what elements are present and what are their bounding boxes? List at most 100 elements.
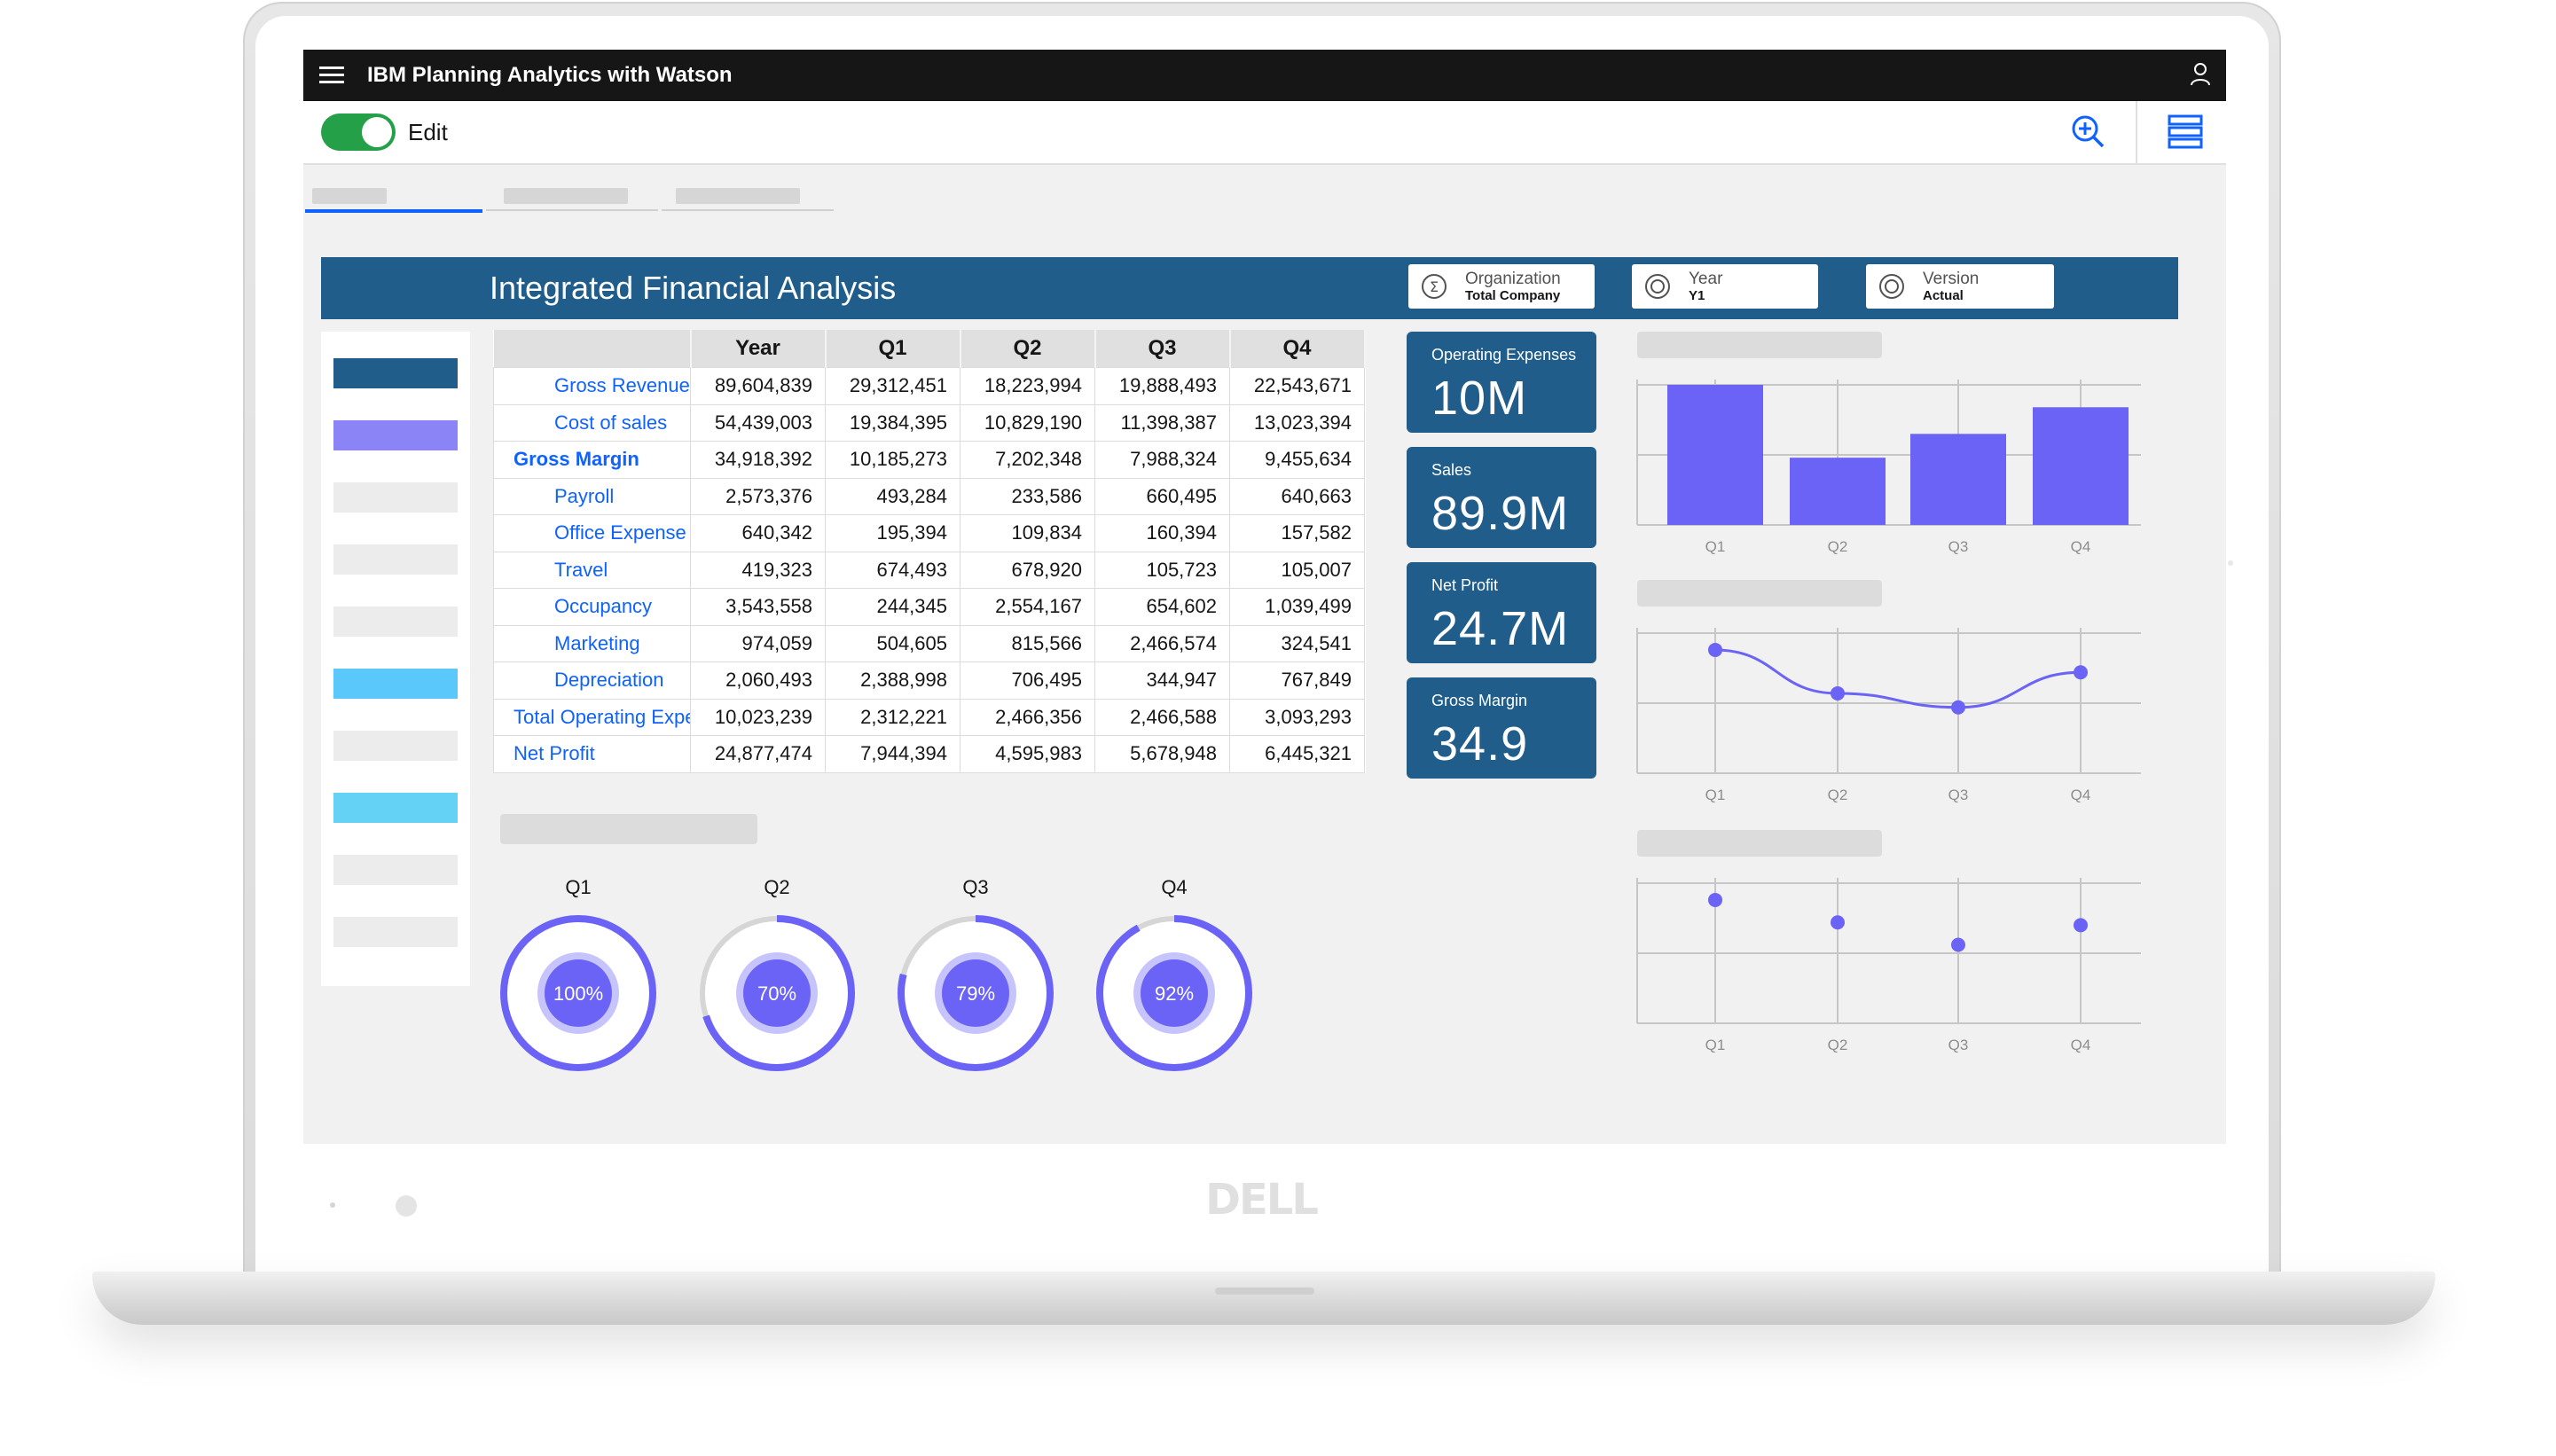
row-label[interactable]: Gross Margin <box>493 441 691 479</box>
table-cell[interactable]: 233,586 <box>960 477 1095 515</box>
tab-1[interactable] <box>305 183 482 213</box>
row-label[interactable]: Total Operating Expe <box>493 698 691 736</box>
table-cell[interactable]: 2,554,167 <box>960 588 1095 626</box>
table-cell[interactable]: 34,918,392 <box>690 441 826 479</box>
row-label[interactable]: Net Profit <box>493 735 691 773</box>
table-cell[interactable]: 54,439,003 <box>690 403 826 442</box>
scatter-point[interactable] <box>1708 892 1722 907</box>
panel-item[interactable] <box>333 482 458 513</box>
table-cell[interactable]: 105,007 <box>1229 551 1365 589</box>
table-cell[interactable]: 7,202,348 <box>960 441 1095 479</box>
table-cell[interactable]: 4,595,983 <box>960 735 1095 773</box>
table-cell[interactable]: 2,388,998 <box>825 661 960 700</box>
table-cell[interactable]: 5,678,948 <box>1094 735 1230 773</box>
panel-item[interactable] <box>333 669 458 699</box>
table-cell[interactable]: 3,093,293 <box>1229 698 1365 736</box>
tab-2[interactable] <box>486 183 658 211</box>
table-cell[interactable]: 13,023,394 <box>1229 403 1365 442</box>
line-point[interactable] <box>1708 642 1722 657</box>
row-label[interactable]: Marketing <box>493 624 691 662</box>
bar[interactable] <box>1910 434 2006 525</box>
kpi-card[interactable]: Net Profit 24.7M <box>1407 562 1596 663</box>
scatter-point[interactable] <box>2074 918 2088 933</box>
table-cell[interactable]: 7,944,394 <box>825 735 960 773</box>
table-cell[interactable]: 10,185,273 <box>825 441 960 479</box>
kpi-card[interactable]: Gross Margin 34.9 <box>1407 677 1596 779</box>
table-cell[interactable]: 344,947 <box>1094 661 1230 700</box>
table-cell[interactable]: 195,394 <box>825 514 960 552</box>
table-cell[interactable]: 18,223,994 <box>960 367 1095 405</box>
table-cell[interactable]: 11,398,387 <box>1094 403 1230 442</box>
scatter-point[interactable] <box>1831 915 1845 930</box>
panel-item[interactable] <box>333 917 458 947</box>
table-cell[interactable]: 105,723 <box>1094 551 1230 589</box>
panel-item[interactable] <box>333 358 458 388</box>
tab-3[interactable] <box>662 183 834 211</box>
table-cell[interactable]: 19,384,395 <box>825 403 960 442</box>
table-cell[interactable]: 2,573,376 <box>690 477 826 515</box>
table-cell[interactable]: 1,039,499 <box>1229 588 1365 626</box>
table-cell[interactable]: 157,582 <box>1229 514 1365 552</box>
table-cell[interactable]: 2,466,588 <box>1094 698 1230 736</box>
kpi-card[interactable]: Operating Expenses 10M <box>1407 332 1596 433</box>
line-point[interactable] <box>2074 665 2088 680</box>
row-label[interactable]: Gross Revenue <box>493 367 691 405</box>
hamburger-menu-icon[interactable] <box>319 67 344 86</box>
table-cell[interactable]: 3,543,558 <box>690 588 826 626</box>
table-cell[interactable]: 2,466,574 <box>1094 624 1230 662</box>
table-cell[interactable]: 660,495 <box>1094 477 1230 515</box>
row-label[interactable]: Cost of sales <box>493 403 691 442</box>
table-cell[interactable]: 493,284 <box>825 477 960 515</box>
table-cell[interactable]: 767,849 <box>1229 661 1365 700</box>
table-cell[interactable]: 815,566 <box>960 624 1095 662</box>
edit-toggle[interactable] <box>321 114 396 151</box>
table-cell[interactable]: 419,323 <box>690 551 826 589</box>
table-cell[interactable]: 29,312,451 <box>825 367 960 405</box>
table-cell[interactable]: 674,493 <box>825 551 960 589</box>
zoom-in-icon[interactable] <box>2068 112 2107 151</box>
kpi-card[interactable]: Sales 89.9M <box>1407 447 1596 548</box>
row-label[interactable]: Payroll <box>493 477 691 515</box>
bar[interactable] <box>1790 458 1886 525</box>
table-cell[interactable]: 9,455,634 <box>1229 441 1365 479</box>
table-cell[interactable]: 324,541 <box>1229 624 1365 662</box>
row-label[interactable]: Depreciation <box>493 661 691 700</box>
table-cell[interactable]: 19,888,493 <box>1094 367 1230 405</box>
table-cell[interactable]: 640,663 <box>1229 477 1365 515</box>
table-cell[interactable]: 2,466,356 <box>960 698 1095 736</box>
bar[interactable] <box>2033 407 2129 525</box>
scatter-point[interactable] <box>1951 937 1965 952</box>
line-point[interactable] <box>1951 700 1965 715</box>
layout-icon[interactable] <box>2166 112 2205 151</box>
table-cell[interactable]: 10,829,190 <box>960 403 1095 442</box>
panel-item[interactable] <box>333 544 458 575</box>
row-label[interactable]: Travel <box>493 551 691 589</box>
table-cell[interactable]: 706,495 <box>960 661 1095 700</box>
table-cell[interactable]: 109,834 <box>960 514 1095 552</box>
table-cell[interactable]: 974,059 <box>690 624 826 662</box>
panel-item[interactable] <box>333 607 458 637</box>
table-cell[interactable]: 640,342 <box>690 514 826 552</box>
organization-selector[interactable]: Σ Organization Total Company <box>1408 264 1595 309</box>
table-cell[interactable]: 7,988,324 <box>1094 441 1230 479</box>
version-selector[interactable]: Version Actual <box>1866 264 2054 309</box>
table-cell[interactable]: 2,312,221 <box>825 698 960 736</box>
panel-item[interactable] <box>333 420 458 450</box>
line-point[interactable] <box>1831 685 1845 701</box>
row-label[interactable]: Office Expense <box>493 514 691 552</box>
bar[interactable] <box>1667 385 1763 525</box>
year-selector[interactable]: Year Y1 <box>1632 264 1818 309</box>
table-cell[interactable]: 678,920 <box>960 551 1095 589</box>
table-cell[interactable]: 160,394 <box>1094 514 1230 552</box>
table-cell[interactable]: 24,877,474 <box>690 735 826 773</box>
table-cell[interactable]: 89,604,839 <box>690 367 826 405</box>
table-cell[interactable]: 6,445,321 <box>1229 735 1365 773</box>
table-cell[interactable]: 244,345 <box>825 588 960 626</box>
table-cell[interactable]: 22,543,671 <box>1229 367 1365 405</box>
table-cell[interactable]: 654,602 <box>1094 588 1230 626</box>
table-cell[interactable]: 504,605 <box>825 624 960 662</box>
panel-item[interactable] <box>333 731 458 761</box>
table-cell[interactable]: 2,060,493 <box>690 661 826 700</box>
panel-item[interactable] <box>333 793 458 823</box>
panel-item[interactable] <box>333 855 458 885</box>
